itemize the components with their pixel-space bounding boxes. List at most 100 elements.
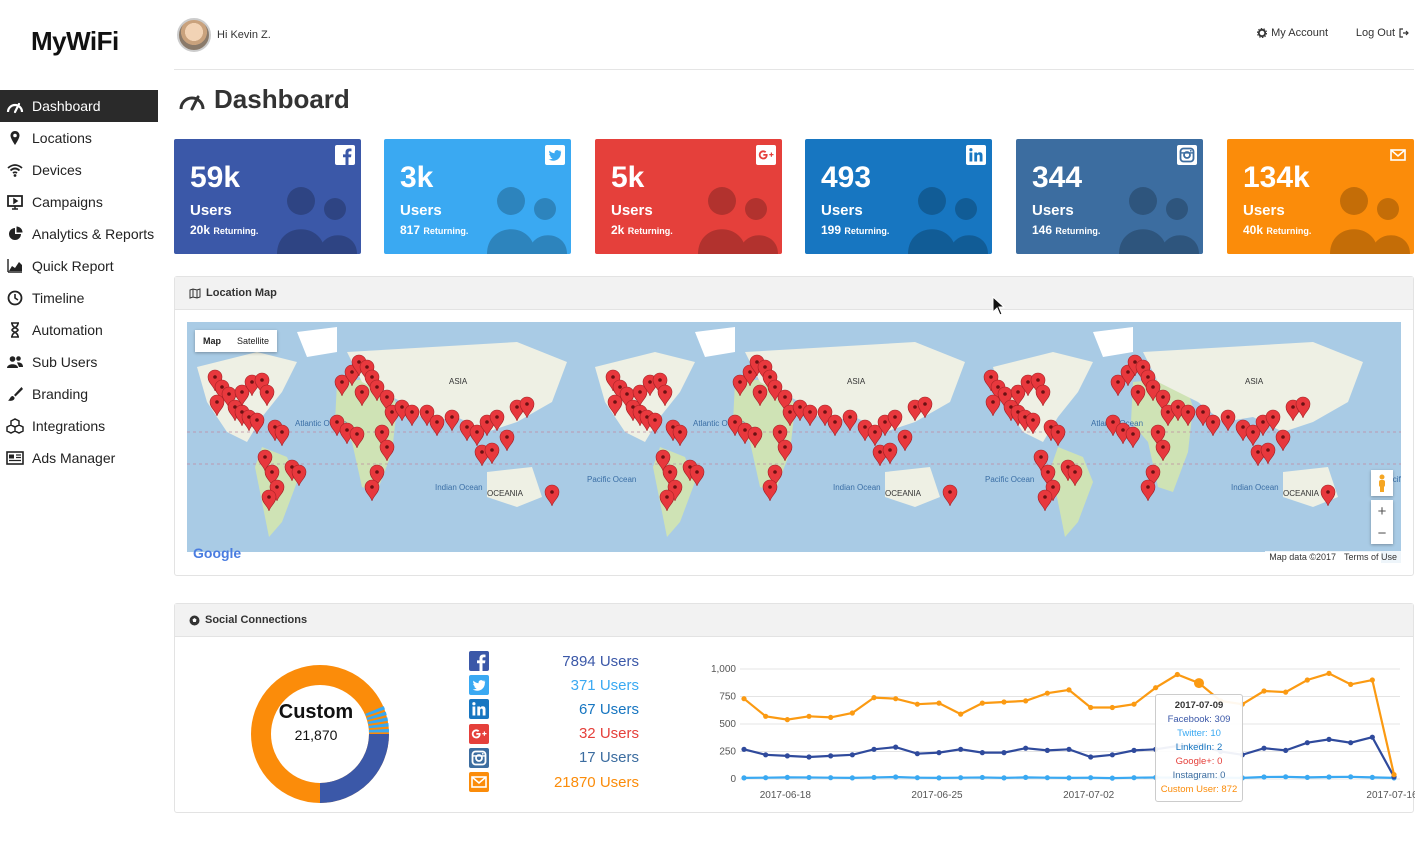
sidebar-item-locations[interactable]: Locations	[0, 122, 158, 154]
series-point[interactable]	[979, 700, 985, 706]
location-marker[interactable]	[732, 374, 748, 397]
sidebar-item-sub-users[interactable]: Sub Users	[0, 346, 158, 378]
series-point[interactable]	[828, 753, 834, 759]
series-point[interactable]	[1109, 775, 1115, 781]
location-marker[interactable]	[499, 429, 515, 452]
sidebar-item-quick-report[interactable]: Quick Report	[0, 250, 158, 282]
location-marker[interactable]	[777, 439, 793, 462]
location-marker[interactable]	[364, 479, 380, 502]
location-marker[interactable]	[752, 384, 768, 407]
sidebar-item-branding[interactable]: Branding	[0, 378, 158, 410]
location-marker[interactable]	[882, 442, 898, 465]
location-marker[interactable]	[1275, 429, 1291, 452]
series-point[interactable]	[741, 696, 747, 702]
location-marker[interactable]	[1265, 409, 1281, 432]
series-point[interactable]	[1023, 698, 1029, 704]
location-marker[interactable]	[1260, 442, 1276, 465]
series-point[interactable]	[1066, 775, 1072, 781]
location-marker[interactable]	[657, 384, 673, 407]
location-marker[interactable]	[249, 412, 265, 435]
location-marker[interactable]	[261, 489, 277, 512]
series-point[interactable]	[936, 750, 942, 756]
series-point[interactable]	[1326, 670, 1332, 676]
location-marker[interactable]	[917, 396, 933, 419]
location-marker[interactable]	[369, 464, 385, 487]
sidebar-item-dashboard[interactable]: Dashboard	[0, 90, 158, 122]
sidebar-item-integrations[interactable]: Integrations	[0, 410, 158, 442]
series-point[interactable]	[936, 775, 942, 781]
location-marker[interactable]	[1145, 464, 1161, 487]
series-point[interactable]	[979, 750, 985, 756]
my-account-link[interactable]: My Account	[1257, 27, 1328, 39]
location-marker[interactable]	[1155, 389, 1171, 412]
series-point[interactable]	[1044, 747, 1050, 753]
location-marker[interactable]	[469, 424, 485, 447]
series-point[interactable]	[849, 775, 855, 781]
series-point[interactable]	[1066, 746, 1072, 752]
series-point[interactable]	[1153, 685, 1159, 691]
donut-slice-facebook[interactable]	[319, 733, 389, 803]
series-point[interactable]	[1283, 774, 1289, 780]
series-point[interactable]	[1391, 772, 1397, 778]
location-marker[interactable]	[234, 384, 250, 407]
world-map[interactable]: ASIA Indian Ocean OCEANIA Pacific Ocean Atla…	[187, 322, 1401, 563]
series-point[interactable]	[1348, 774, 1354, 780]
logout-link[interactable]: Log Out	[1356, 27, 1409, 39]
series-point[interactable]	[1369, 734, 1375, 740]
series-point[interactable]	[1261, 688, 1267, 694]
series-point[interactable]	[1109, 752, 1115, 758]
sidebar-item-campaigns[interactable]: Campaigns	[0, 186, 158, 218]
series-point[interactable]	[893, 744, 899, 750]
location-marker[interactable]	[1180, 404, 1196, 427]
series-point[interactable]	[1194, 678, 1204, 689]
stat-card-google-plus[interactable]: 5k Users 2k Returning.	[595, 139, 782, 254]
location-marker[interactable]	[354, 384, 370, 407]
series-point[interactable]	[784, 753, 790, 759]
location-marker[interactable]	[1010, 384, 1026, 407]
series-point[interactable]	[1023, 774, 1029, 780]
location-marker[interactable]	[444, 409, 460, 432]
location-marker[interactable]	[1033, 449, 1049, 472]
location-marker[interactable]	[379, 439, 395, 462]
series-point[interactable]	[1283, 747, 1289, 753]
location-marker[interactable]	[404, 404, 420, 427]
location-marker[interactable]	[519, 396, 535, 419]
series-point[interactable]	[1131, 775, 1137, 781]
location-marker[interactable]	[985, 394, 1001, 417]
series-line-facebook[interactable]	[743, 735, 1395, 778]
series-point[interactable]	[1066, 687, 1072, 693]
app-logo[interactable]: MyWiFi	[31, 26, 119, 56]
series-point[interactable]	[1304, 740, 1310, 746]
zoom-in-button[interactable]: +	[1377, 502, 1387, 520]
series-point[interactable]	[1044, 690, 1050, 696]
location-marker[interactable]	[1150, 424, 1166, 447]
street-view-pegman[interactable]	[1371, 470, 1393, 496]
location-marker[interactable]	[655, 449, 671, 472]
series-point[interactable]	[1304, 677, 1310, 683]
location-marker[interactable]	[274, 424, 290, 447]
location-marker[interactable]	[1155, 439, 1171, 462]
location-marker[interactable]	[777, 389, 793, 412]
location-marker[interactable]	[802, 404, 818, 427]
location-marker[interactable]	[887, 409, 903, 432]
avatar[interactable]	[177, 18, 211, 52]
location-marker[interactable]	[659, 489, 675, 512]
location-marker[interactable]	[689, 464, 705, 487]
series-point[interactable]	[893, 774, 899, 780]
location-marker[interactable]	[1140, 479, 1156, 502]
location-marker[interactable]	[379, 389, 395, 412]
location-marker[interactable]	[489, 409, 505, 432]
series-point[interactable]	[871, 695, 877, 701]
location-marker[interactable]	[747, 426, 763, 449]
series-point[interactable]	[936, 700, 942, 706]
location-marker[interactable]	[1110, 374, 1126, 397]
location-marker[interactable]	[334, 374, 350, 397]
location-marker[interactable]	[632, 384, 648, 407]
location-marker[interactable]	[209, 394, 225, 417]
location-marker[interactable]	[762, 479, 778, 502]
series-point[interactable]	[1001, 699, 1007, 705]
series-point[interactable]	[763, 713, 769, 719]
stat-card-linkedin[interactable]: 493 Users 199 Returning.	[805, 139, 992, 254]
location-marker[interactable]	[1220, 409, 1236, 432]
location-marker[interactable]	[1205, 414, 1221, 437]
